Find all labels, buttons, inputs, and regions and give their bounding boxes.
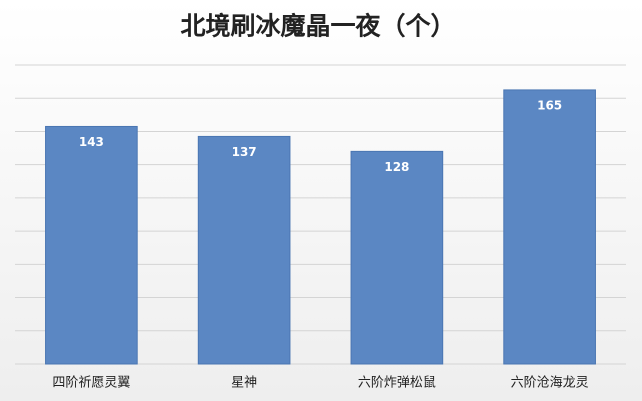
value-label: 137 (232, 145, 257, 159)
x-tick-label: 六阶沧海龙灵 (511, 375, 589, 391)
x-tick-label: 四阶祈愿灵翼 (52, 376, 130, 391)
chart-title: 北境刷冰魔晶一夜（个） (180, 12, 455, 41)
bar (503, 89, 596, 365)
bar (197, 135, 291, 365)
value-label: 128 (384, 160, 409, 174)
bar (350, 150, 444, 365)
x-tick-label: 六阶炸弹松鼠 (358, 376, 436, 391)
value-label: 143 (79, 135, 104, 149)
bar (45, 125, 138, 365)
value-label: 165 (537, 98, 562, 112)
x-tick-label: 星神 (231, 376, 257, 391)
